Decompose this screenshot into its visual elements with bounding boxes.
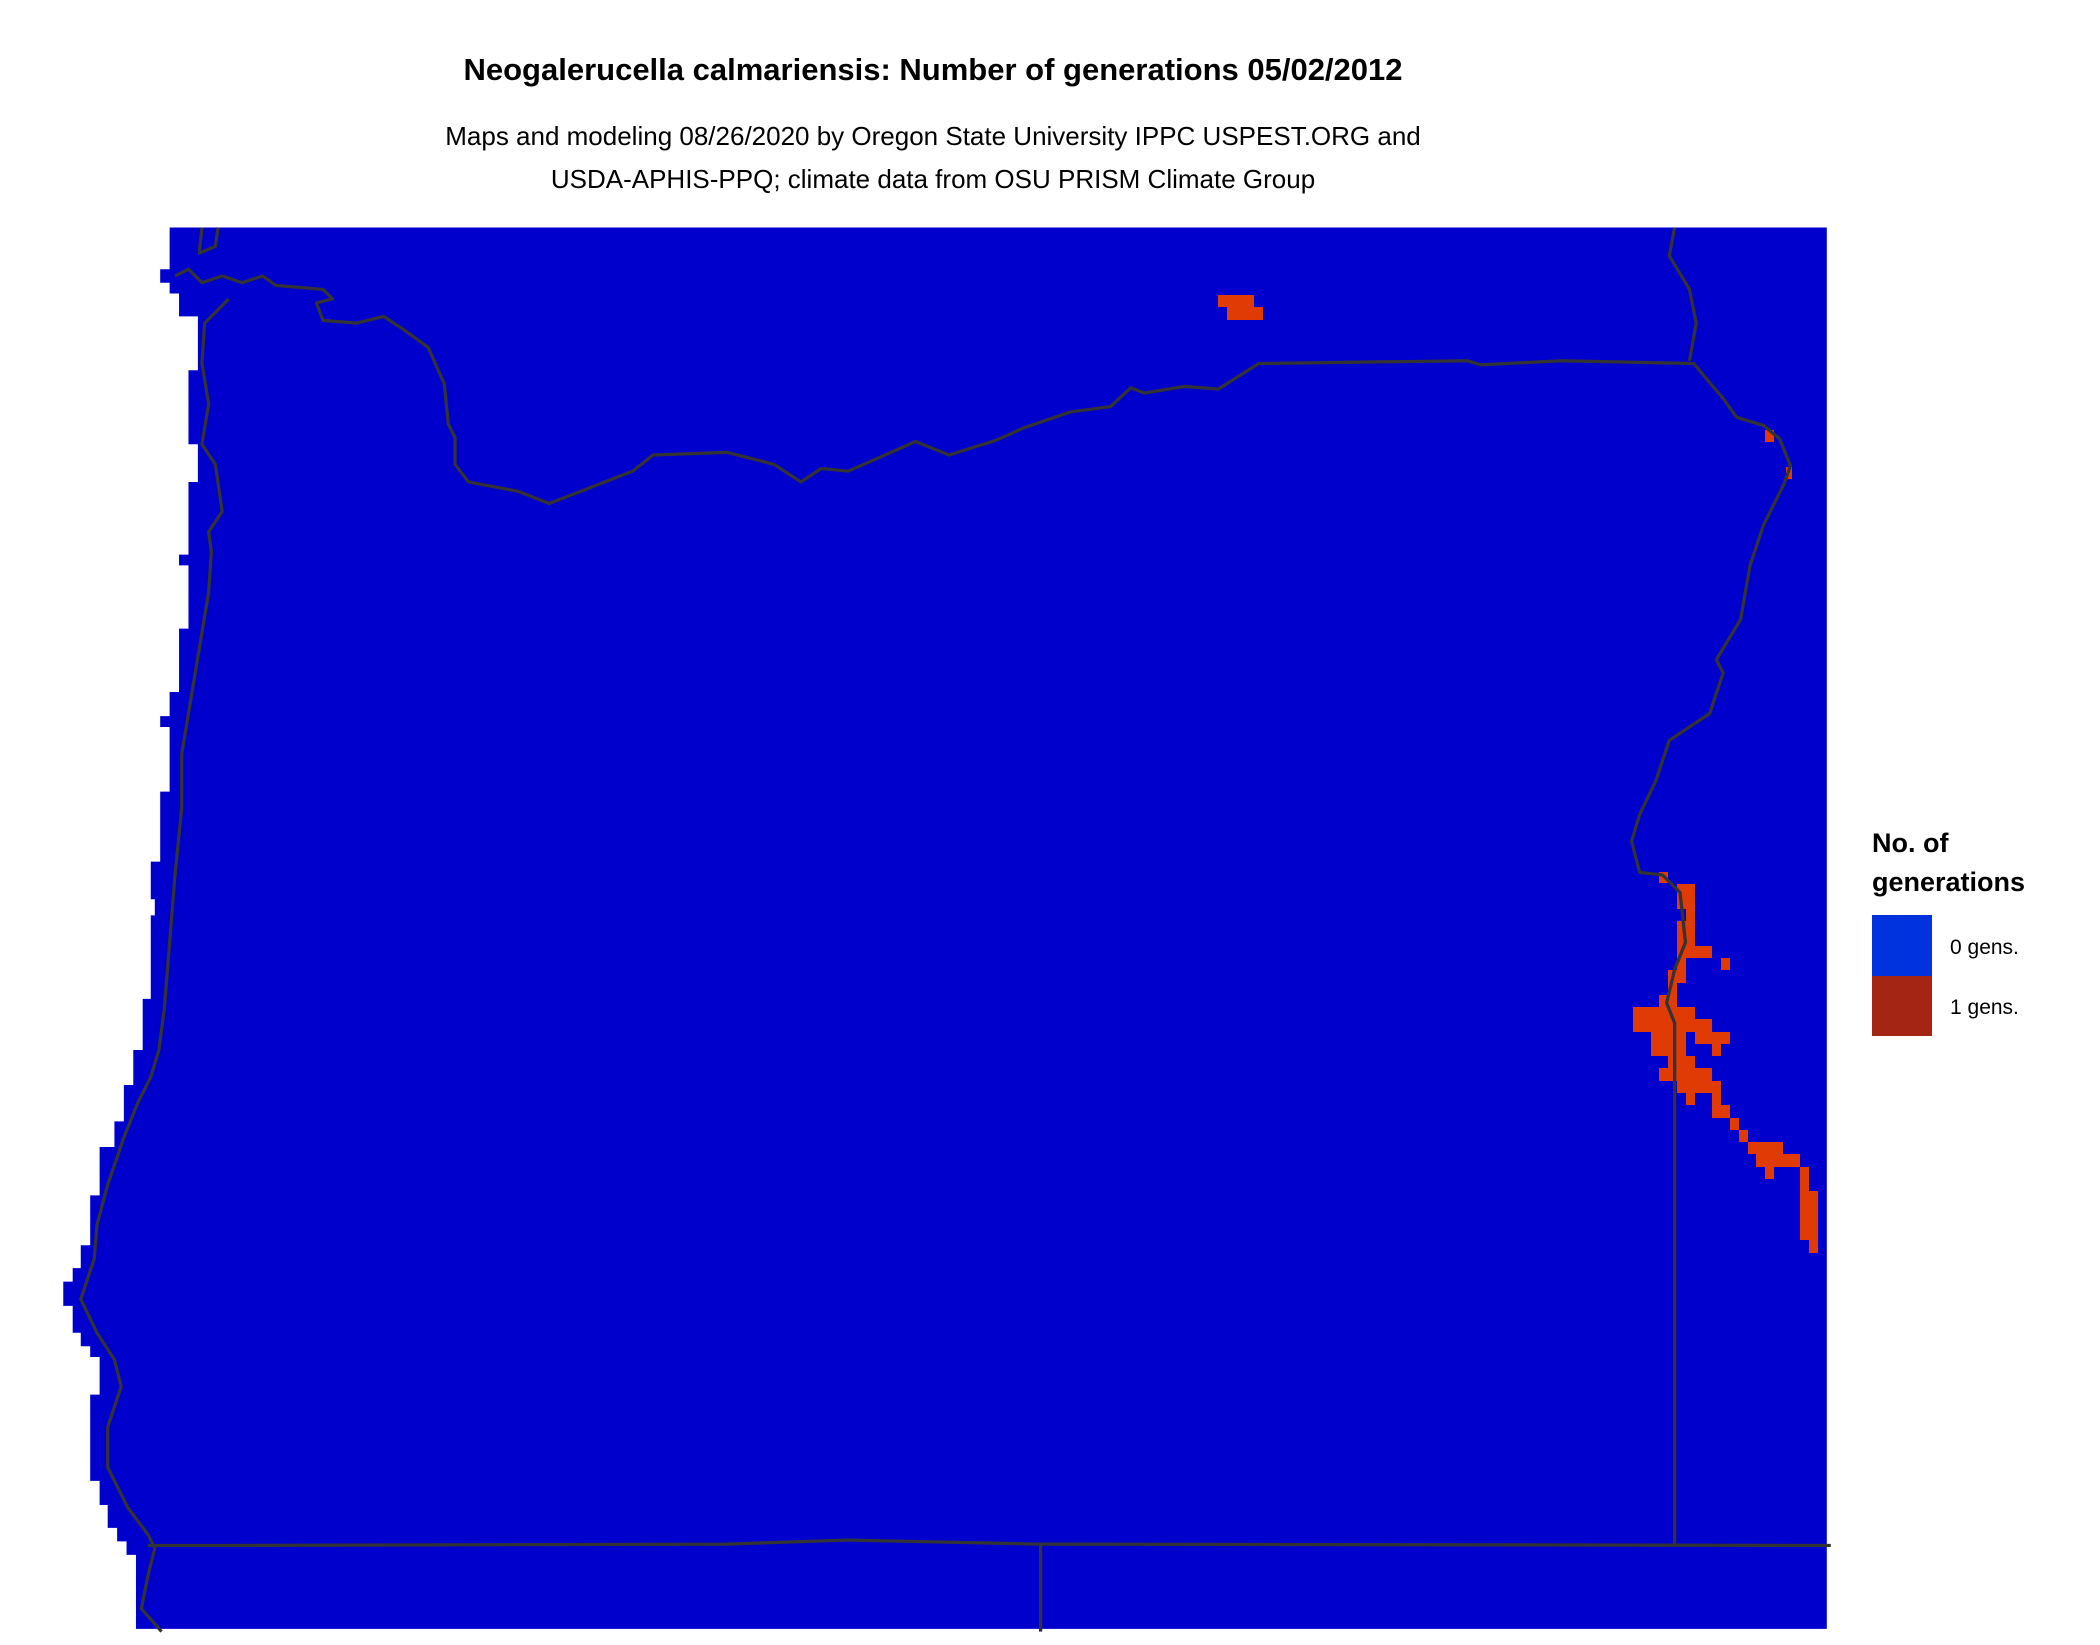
legend-label-1-gens: 1 gens. (1950, 996, 2019, 1019)
map-panel (63, 227, 1831, 1633)
map-subtitle-line-1: Maps and modeling 08/26/2020 by Oregon S… (445, 121, 1421, 151)
legend-swatch-0-gens (1872, 915, 1932, 976)
legend-swatch-1-gens (1872, 976, 1932, 1036)
legend-title-line-2: generations (1872, 867, 2025, 897)
border-north-coast (197, 227, 220, 255)
grid-one-generation (1218, 295, 1818, 1253)
grid-zero-generations (63, 227, 1827, 1629)
border-washington-oregon-idaho (174, 267, 1793, 1546)
legend-title-line-1: No. of (1872, 828, 1949, 858)
map-subtitle-line-2: USDA-APHIS-PPQ; climate data from OSU PR… (551, 164, 1315, 194)
map-title: Neogalerucella calmariensis: Number of g… (463, 52, 1402, 87)
border-pacific-coast (79, 297, 230, 1633)
legend: No. of generations 0 gens. 1 gens. (1872, 828, 2025, 1036)
legend-label-0-gens: 0 gens. (1950, 936, 2019, 959)
border-southern-oregon (148, 1538, 1831, 1548)
state-borders (79, 227, 1831, 1633)
border-washington-idaho (1667, 227, 1698, 362)
